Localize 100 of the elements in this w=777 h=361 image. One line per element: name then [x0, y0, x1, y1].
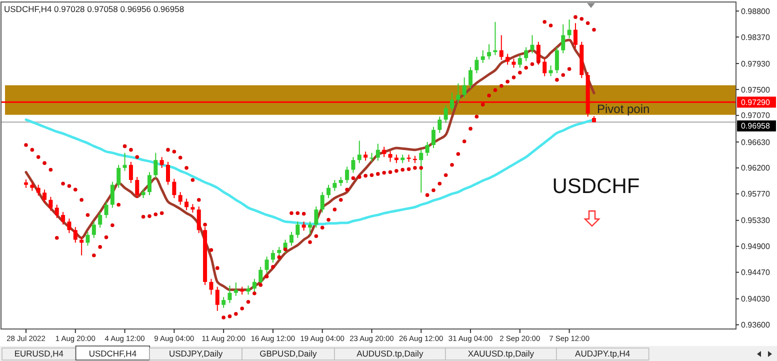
candlestick [196, 206, 201, 234]
text: GBPUSD,Daily [260, 348, 318, 358]
candlestick [48, 196, 53, 212]
candlestick [573, 22, 578, 48]
candlestick [42, 189, 47, 204]
candlestick [135, 176, 140, 199]
candlestick [357, 140, 362, 164]
y-tick-label: 0.95770 [741, 190, 770, 199]
candlestick [110, 181, 114, 208]
candlestick [222, 296, 226, 308]
candlestick [542, 58, 547, 77]
candlestick [67, 218, 72, 234]
text: EURUSD,H4 [14, 348, 64, 358]
candlestick [98, 211, 102, 228]
y-tick-label: 0.94030 [741, 294, 770, 304]
candlestick [326, 184, 331, 199]
y-tick-label: 0.98370 [741, 32, 770, 42]
candlestick [320, 192, 324, 214]
text: USDCHF,H4 [88, 348, 137, 358]
candlestick [468, 66, 473, 89]
text: USDJPY,Daily [168, 348, 224, 358]
y-tick-label: 0.96200 [741, 164, 770, 173]
candlestick [54, 204, 59, 218]
candlestick [364, 151, 368, 162]
ref-line-label: 0.96958 [741, 122, 770, 131]
candlestick [154, 152, 158, 179]
candlestick [345, 166, 350, 184]
candlestick [36, 184, 40, 196]
candlestick [308, 221, 312, 235]
candlestick [184, 198, 189, 211]
candlestick [530, 34, 534, 54]
candlestick [73, 226, 78, 244]
candlestick [524, 46, 528, 62]
candlestick [166, 161, 170, 186]
candlestick [536, 41, 540, 66]
y-tick-label: 0.97500 [741, 85, 770, 94]
candlestick [264, 256, 269, 274]
candlestick [462, 76, 466, 98]
candlestick [128, 161, 133, 184]
candlestick [209, 278, 214, 296]
candlestick [370, 152, 374, 162]
candlestick [506, 53, 510, 66]
candlestick [160, 156, 164, 168]
candlestick [561, 24, 566, 54]
candlestick [450, 92, 454, 112]
candlestick [332, 179, 337, 192]
candlestick [215, 286, 220, 312]
candlestick [246, 285, 250, 296]
candlestick [567, 18, 572, 39]
candlestick [296, 221, 300, 238]
candlestick [104, 201, 108, 218]
candlestick [351, 156, 356, 174]
candlestick [234, 282, 238, 296]
band-label: Pivot poin [597, 102, 650, 116]
y-tick-label: 0.95330 [741, 216, 770, 226]
text: AUDJPY.tp,H4 [575, 348, 630, 358]
candlestick [554, 46, 559, 74]
y-tick-label: 0.94470 [741, 268, 770, 278]
candlestick [30, 181, 34, 192]
text: XAUUSD.tp,Daily [468, 348, 535, 358]
y-tick-label: 0.98800 [741, 6, 770, 16]
candlestick [289, 231, 294, 246]
candlestick [86, 231, 90, 246]
candlestick [425, 141, 430, 156]
ref-line-label: 0.97290 [741, 98, 770, 107]
candlestick [376, 143, 380, 162]
candlestick [178, 192, 182, 206]
y-tick-label: 0.97930 [741, 59, 770, 68]
candlestick [80, 236, 84, 256]
candlestick [431, 126, 436, 149]
candlestick [61, 211, 66, 226]
candlestick [456, 82, 460, 104]
candlestick [116, 164, 121, 188]
candlestick [92, 221, 96, 238]
candlestick [499, 34, 504, 60]
candlestick [480, 50, 485, 64]
candlestick [444, 104, 448, 124]
candlestick [141, 188, 146, 199]
candlestick [302, 221, 306, 232]
candlestick [474, 56, 479, 74]
candlestick [548, 64, 553, 77]
candlestick [487, 44, 492, 60]
candlestick [419, 149, 424, 194]
candlestick [388, 150, 392, 162]
candlestick [338, 176, 343, 187]
candlestick [382, 146, 386, 158]
y-tick-label: 0.93600 [741, 320, 770, 330]
candlestick [172, 178, 176, 199]
candlestick [147, 172, 152, 196]
candlestick [438, 116, 442, 134]
candlestick [518, 54, 522, 68]
text: AUDUSD.tp,Daily [356, 348, 424, 358]
y-tick-label: 0.96630 [741, 138, 770, 147]
y-tick-label: 0.97070 [741, 111, 770, 120]
candlestick [270, 249, 275, 264]
annotation: USDCHF [552, 175, 640, 198]
candlestick [228, 285, 232, 304]
candlestick [512, 58, 516, 68]
y-tick-label: 0.94900 [741, 242, 770, 252]
chart-title: USDCHF,H4 0.97028 0.97058 0.96956 0.96958 [4, 4, 184, 14]
